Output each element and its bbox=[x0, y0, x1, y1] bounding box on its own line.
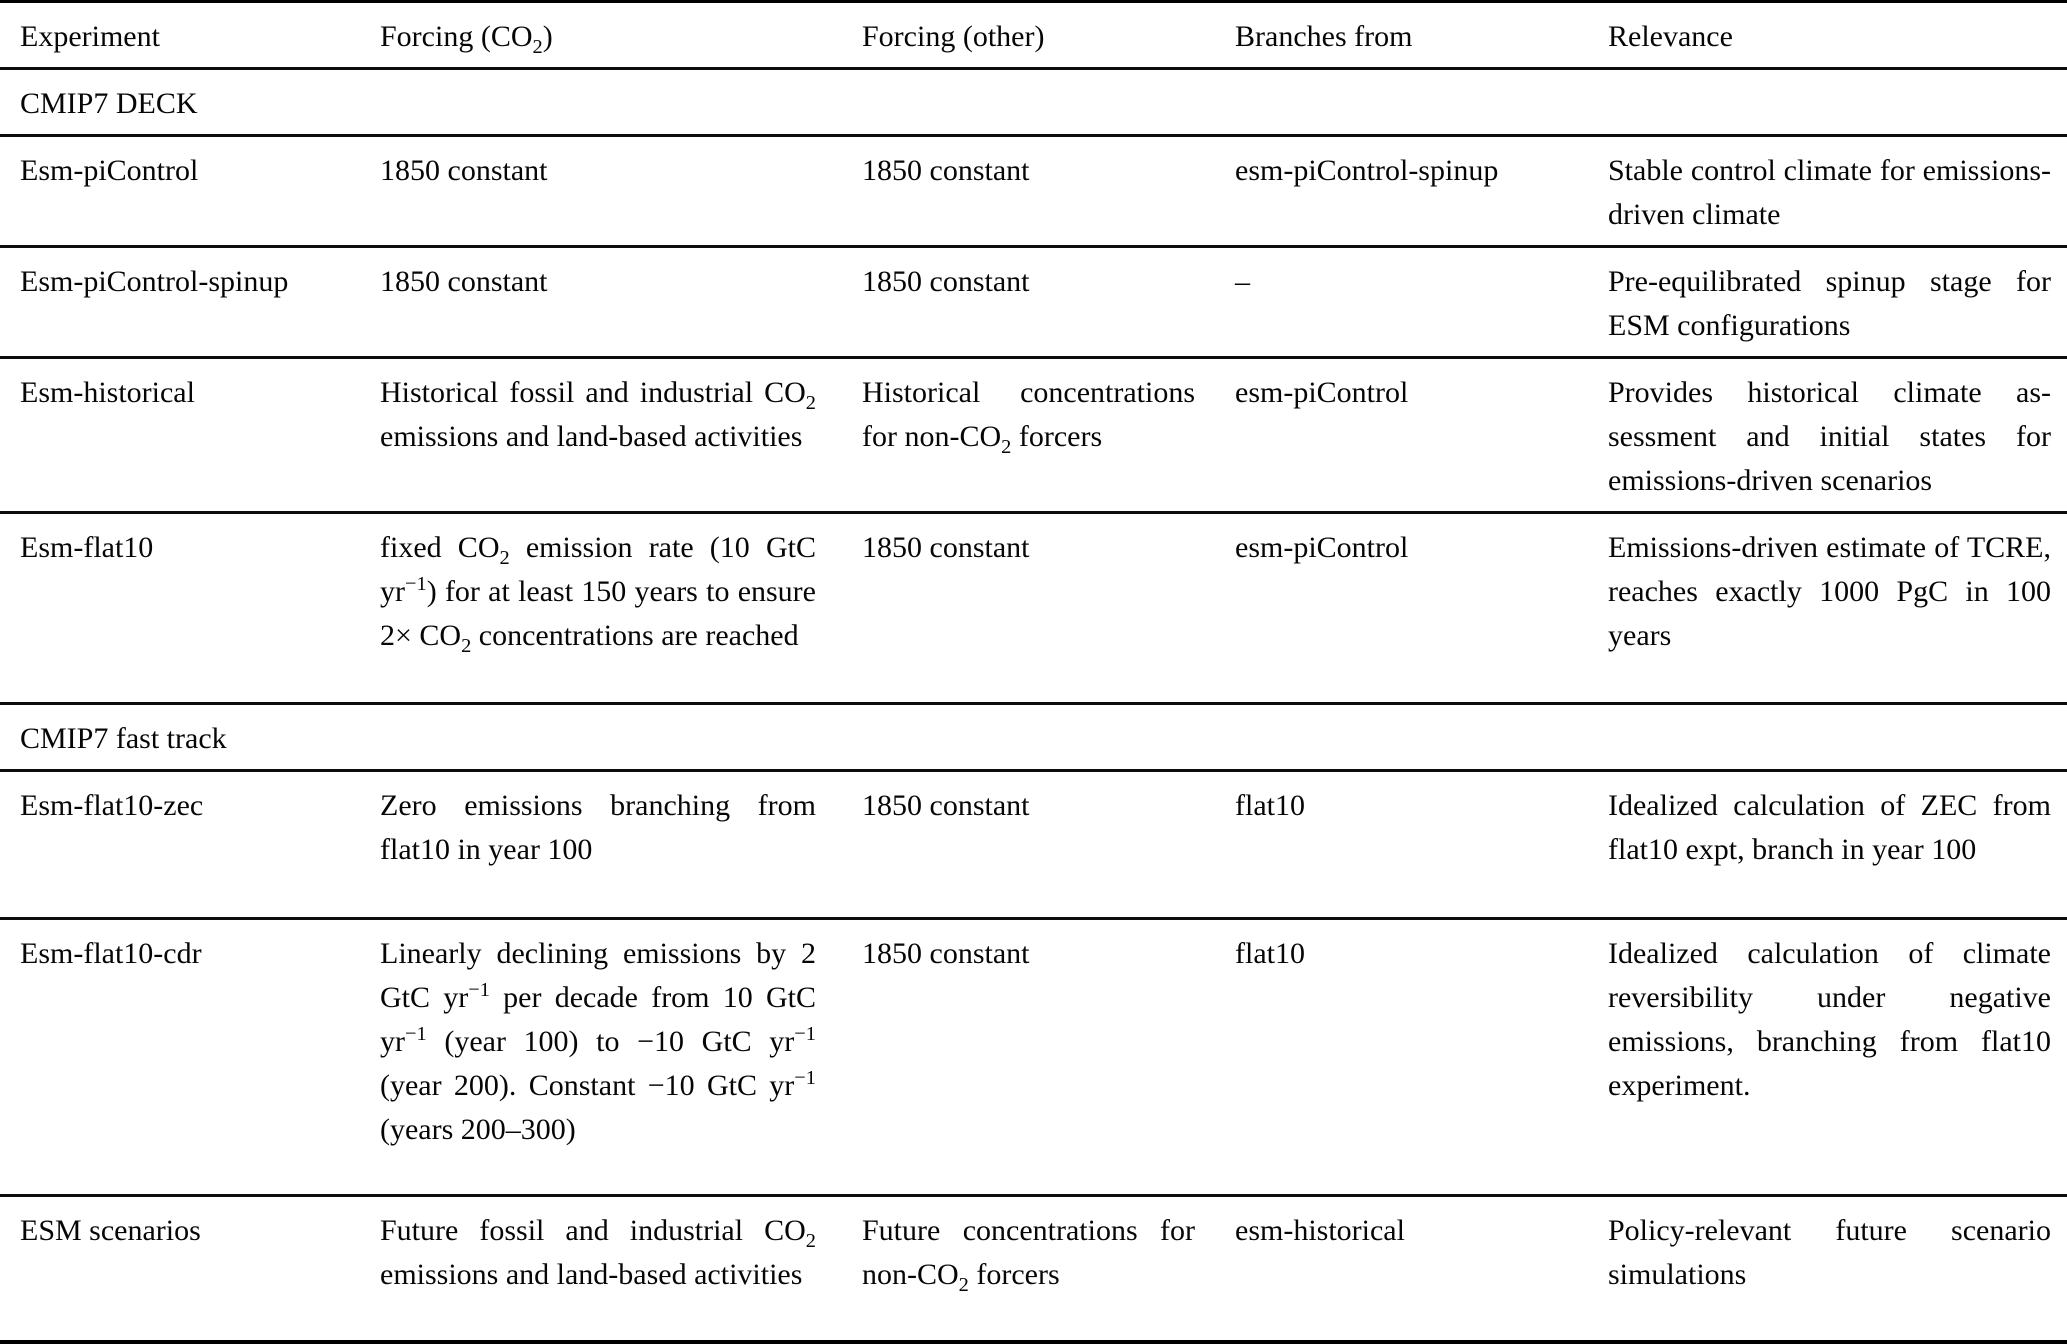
forcing-co2-cell: 1850 constant bbox=[380, 154, 548, 187]
forcing-other-cell: 1850 constant bbox=[862, 154, 1030, 187]
experiment-cell: Esm-flat10-zec bbox=[20, 789, 204, 822]
header-relevance: Relevance bbox=[1608, 20, 1733, 53]
forcing-other-cell: 1850 constant bbox=[862, 937, 1030, 970]
relevance-cell: Idealized calculation of ZEC from flat10… bbox=[1608, 789, 2051, 866]
branches-from-cell: esm-piControl-spinup bbox=[1235, 154, 1499, 187]
experiment-cell: Esm-historical bbox=[20, 376, 195, 409]
relevance-cell: Idealized calculation of cli­mate revers… bbox=[1608, 937, 2051, 1102]
forcing-other-cell: 1850 constant bbox=[862, 265, 1030, 298]
experiment-cell: Esm-flat10 bbox=[20, 531, 154, 564]
forcing-co2-cell: Historical fossil and industrial CO2 emi… bbox=[380, 376, 816, 453]
section-row-cmip7-fast-track: CMIP7 fast track bbox=[0, 703, 2067, 771]
relevance-cell: Emissions-driven estimate of TCRE, reach… bbox=[1608, 531, 2051, 652]
forcing-co2-cell: 1850 constant bbox=[380, 265, 548, 298]
experiment-cell: ESM scenarios bbox=[20, 1214, 201, 1247]
experiment-cell: Esm-piControl-spinup bbox=[20, 265, 289, 298]
header-experiment: Experiment bbox=[20, 20, 160, 53]
header-forcing-co2: Forcing (CO2) bbox=[380, 20, 553, 58]
relevance-cell: Pre-equilibrated spinup stage for ESM co… bbox=[1608, 265, 2051, 342]
forcing-other-cell: Future concentrations for non-CO2 forcer… bbox=[862, 1214, 1195, 1296]
experiment-cell: Esm-piControl bbox=[20, 154, 199, 187]
branches-from-cell: esm-piControl bbox=[1235, 531, 1409, 564]
forcing-co2-cell: fixed CO2 emission rate (10 GtC yr−1) fo… bbox=[380, 531, 816, 657]
header-branches-from: Branches from bbox=[1235, 20, 1413, 53]
header-forcing-other: Forcing (other) bbox=[862, 20, 1045, 53]
relevance-cell: Provides historical climate as­sessment … bbox=[1608, 376, 2051, 497]
header-row: Experiment Forcing (CO2) Forcing (other)… bbox=[0, 2, 2067, 69]
forcing-other-cell: 1850 constant bbox=[862, 531, 1030, 564]
forcing-co2-cell: Linearly declining emissions by 2 GtC yr… bbox=[380, 937, 816, 1146]
forcing-co2-cell: Future fossil and industrial CO2 emissio… bbox=[380, 1214, 816, 1291]
branches-from-cell: esm-historical bbox=[1235, 1214, 1405, 1247]
table-row-esm-scenarios: ESM scenarios Future fossil and industri… bbox=[0, 1195, 2067, 1342]
relevance-cell: Stable control climate for emissions-dri… bbox=[1608, 154, 2051, 231]
table-row-esm-flat10-zec: Esm-flat10-zec Zero emissions branching … bbox=[0, 770, 2067, 919]
relevance-cell: Policy-relevant future scenario simulati… bbox=[1608, 1214, 2051, 1291]
table-row-esm-picontrol: Esm-piControl 1850 constant 1850 constan… bbox=[0, 135, 2067, 247]
section-label: CMIP7 DECK bbox=[20, 87, 198, 120]
forcing-other-cell: Historical concentra­tions for non-CO2 f… bbox=[862, 376, 1195, 458]
section-row-cmip7-deck: CMIP7 DECK bbox=[0, 68, 2067, 136]
experiment-cell: Esm-flat10-cdr bbox=[20, 937, 202, 970]
table-row-esm-historical: Esm-historical Historical fossil and ind… bbox=[0, 357, 2067, 513]
forcing-co2-cell: Zero emissions branching from flat10 in … bbox=[380, 789, 816, 866]
table-row-esm-picontrol-spinup: Esm-piControl-spinup 1850 constant 1850 … bbox=[0, 246, 2067, 358]
forcing-other-cell: 1850 constant bbox=[862, 789, 1030, 822]
section-label: CMIP7 fast track bbox=[20, 722, 227, 755]
branches-from-cell: – bbox=[1235, 265, 1250, 298]
branches-from-cell: flat10 bbox=[1235, 937, 1305, 970]
branches-from-cell: esm-piControl bbox=[1235, 376, 1409, 409]
branches-from-cell: flat10 bbox=[1235, 789, 1305, 822]
table-row-esm-flat10: Esm-flat10 fixed CO2 emission rate (10 G… bbox=[0, 512, 2067, 704]
table-row-esm-flat10-cdr: Esm-flat10-cdr Linearly declining emissi… bbox=[0, 918, 2067, 1196]
